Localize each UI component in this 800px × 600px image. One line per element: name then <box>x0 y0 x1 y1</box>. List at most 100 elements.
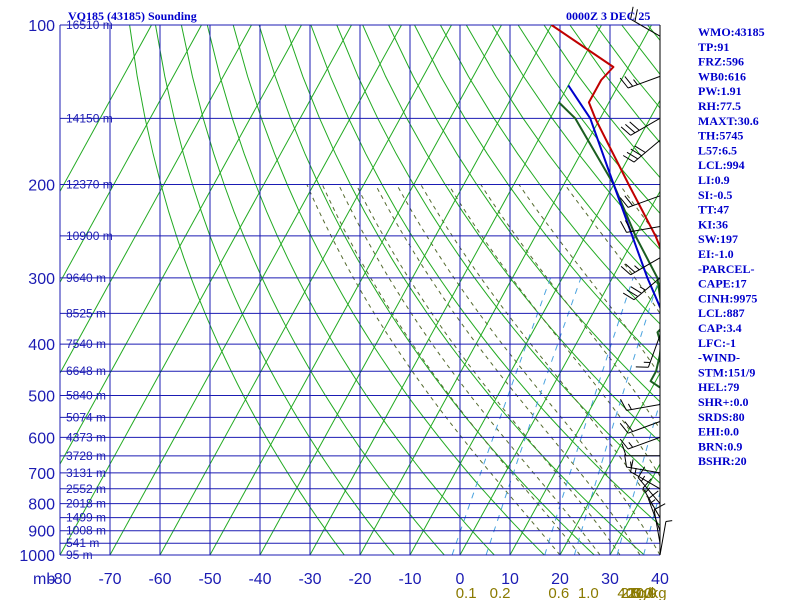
index-line: BRN:0.9 <box>698 439 742 453</box>
isotherm <box>60 25 152 193</box>
mixing-ratio-label: 0.1 <box>456 585 477 600</box>
parcel-line <box>567 84 660 310</box>
dewpoint-line <box>558 101 660 389</box>
index-line: LCL:994 <box>698 158 745 172</box>
height-label: 16510 m <box>66 18 113 32</box>
temperature-tick-label: -40 <box>248 571 271 588</box>
temperature-tick-label: -60 <box>148 571 171 588</box>
index-line: CINH:9975 <box>698 291 757 305</box>
wind-barbs <box>619 6 673 556</box>
index-line: WMO:43185 <box>698 25 765 39</box>
indices-panel: WMO:43185TP:91FRZ:596WB0:616PW:1.91RH:77… <box>698 25 765 468</box>
height-label: 4373 m <box>66 430 106 444</box>
index-line: SI:-0.5 <box>698 188 732 202</box>
temperature-tick-label: -30 <box>298 571 321 588</box>
index-line: -WIND- <box>698 351 740 365</box>
index-line: LFC:-1 <box>698 336 736 350</box>
wind-barb <box>647 490 661 531</box>
wind-barb <box>619 195 661 208</box>
index-line: TT:47 <box>698 203 729 217</box>
height-label: 1008 m <box>66 524 106 538</box>
dry-adiabat <box>129 25 345 555</box>
pressure-tick-label: 900 <box>28 524 55 541</box>
wind-barb <box>630 6 661 37</box>
index-line: PW:1.91 <box>698 84 742 98</box>
isotherm <box>459 190 660 555</box>
mixing-ratio-label: 2.0 <box>621 585 642 600</box>
temperature-tick-label: 10 <box>501 571 519 588</box>
temperature-tick-label: 30 <box>601 571 619 588</box>
isotherm <box>409 99 660 555</box>
temperature-tick-label: -20 <box>348 571 371 588</box>
dry-adiabat <box>180 25 445 555</box>
index-line: SHR+:0.0 <box>698 395 749 409</box>
height-label: 541 m <box>66 536 99 550</box>
pressure-tick-label: 200 <box>28 178 55 195</box>
wind-barb <box>637 466 661 504</box>
mixing-ratio-label: 5.0 <box>632 585 653 600</box>
pressure-tick-label: 700 <box>28 466 55 483</box>
wind-barb <box>620 257 661 276</box>
mixing-ratio-line <box>784 278 800 555</box>
index-line: WB0:616 <box>698 69 746 83</box>
dry-adiabat <box>569 25 660 144</box>
moist-adiabat <box>355 184 621 555</box>
isotherm <box>60 25 202 284</box>
mixing-ratio-line <box>643 490 660 555</box>
dry-adiabat <box>206 25 495 555</box>
mixing-ratio-line <box>616 400 660 555</box>
background-lines <box>60 25 800 555</box>
moist-adiabat <box>321 184 581 555</box>
height-label: 2552 m <box>66 482 106 496</box>
pressure-tick-label: 400 <box>28 337 55 354</box>
pressure-tick-label: 100 <box>28 18 55 35</box>
index-line: EI:-1.0 <box>698 247 734 261</box>
temperature-tick-label: 20 <box>551 571 569 588</box>
mixing-ratio-label: 3.0 <box>632 585 653 600</box>
isotherm <box>609 463 660 555</box>
height-label: 3131 m <box>66 466 106 480</box>
wind-barb <box>635 335 661 368</box>
index-line: LI:0.9 <box>698 173 730 187</box>
isotherm <box>109 25 402 555</box>
mixing-ratio-label: 0.6 <box>548 585 569 600</box>
chart-time: 0000Z 3 DEC 25 <box>566 9 650 23</box>
height-label: 2018 m <box>66 497 106 511</box>
dry-adiabat <box>232 25 545 555</box>
pressure-tick-label: 1000 <box>19 548 55 565</box>
temperature-tick-label: -10 <box>398 571 421 588</box>
height-label: 1499 m <box>66 511 106 525</box>
height-label: 10900 m <box>66 229 113 243</box>
dry-adiabat <box>751 25 800 555</box>
wind-barb <box>619 421 661 434</box>
index-line: RH:77.5 <box>698 99 741 113</box>
pressure-unit-label: mb <box>33 571 55 588</box>
index-line: SW:197 <box>698 232 738 246</box>
pressure-tick-label: 800 <box>28 497 55 514</box>
height-label: 14150 m <box>66 111 113 125</box>
wind-barb <box>619 75 661 89</box>
temperature-tick-label: -70 <box>98 571 121 588</box>
isotherm <box>60 25 352 555</box>
index-line: HEL:79 <box>698 380 739 394</box>
wind-barb <box>622 277 661 301</box>
temperature-tick-label: 0 <box>456 571 465 588</box>
temperature-tick-label: -80 <box>48 571 71 588</box>
index-line: TH:5745 <box>698 129 743 143</box>
index-line: FRZ:596 <box>698 55 744 69</box>
moist-adiabat <box>396 184 660 555</box>
isotherm <box>159 25 452 555</box>
mixing-ratio-label: 10.0 <box>627 585 656 600</box>
dry-adiabat <box>155 25 395 555</box>
pressure-tick-label: 500 <box>28 388 55 405</box>
moist-adiabat <box>480 184 660 431</box>
wind-barb <box>653 503 666 544</box>
height-label: 7540 m <box>66 337 106 351</box>
isotherm <box>60 25 302 466</box>
wind-barb <box>620 117 661 136</box>
grid <box>59 24 661 556</box>
isotherm <box>509 281 660 555</box>
index-line: CAPE:17 <box>698 277 747 291</box>
